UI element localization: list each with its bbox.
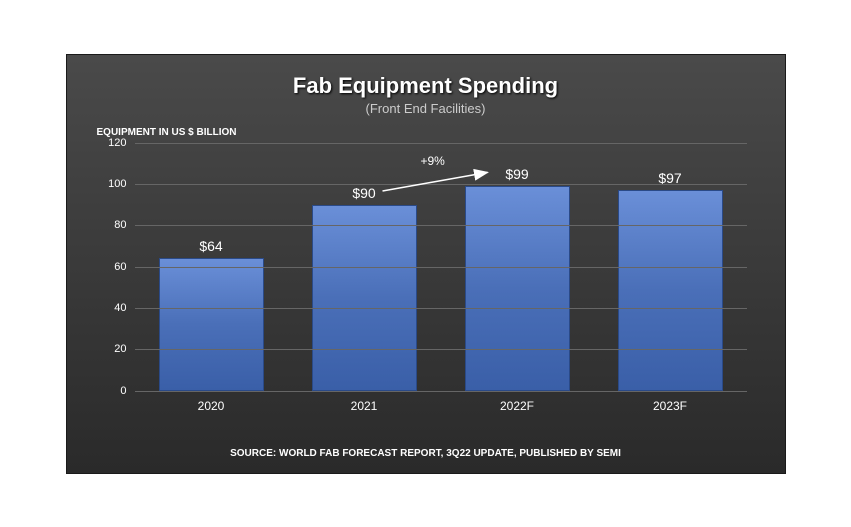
y-tick-label: 120 xyxy=(108,137,126,149)
gridline xyxy=(135,267,747,268)
bar-group: $97 xyxy=(603,170,738,390)
y-tick-label: 80 xyxy=(114,219,126,231)
bar-value-label: $90 xyxy=(352,185,375,201)
bar xyxy=(312,205,417,391)
bar-group: $99 xyxy=(450,166,585,391)
y-tick-label: 60 xyxy=(114,261,126,273)
gridline xyxy=(135,308,747,309)
gridline xyxy=(135,349,747,350)
y-tick-label: 100 xyxy=(108,178,126,190)
y-tick-label: 0 xyxy=(120,385,126,397)
x-labels: 2020 2021 2022F 2023F xyxy=(135,399,747,413)
bar-group: $64 xyxy=(144,238,279,390)
x-tick-label: 2023F xyxy=(603,399,738,413)
bar xyxy=(618,190,723,390)
x-tick-label: 2021 xyxy=(297,399,432,413)
gridline xyxy=(135,391,747,392)
x-tick-label: 2022F xyxy=(450,399,585,413)
gridline xyxy=(135,184,747,185)
growth-arrow-label: +9% xyxy=(421,154,445,168)
source-text: SOURCE: WORLD FAB FORECAST REPORT, 3Q22 … xyxy=(67,448,785,459)
gridline xyxy=(135,225,747,226)
y-tick-label: 40 xyxy=(114,302,126,314)
bar-group: $90 xyxy=(297,185,432,391)
chart-container: Fab Equipment Spending (Front End Facili… xyxy=(66,54,786,474)
chart-title: Fab Equipment Spending xyxy=(97,73,755,99)
plot-area: $64$90$99$97 202020212022F2023F 02040608… xyxy=(135,143,747,391)
bar xyxy=(159,258,264,390)
gridline xyxy=(135,143,747,144)
chart-subtitle: (Front End Facilities) xyxy=(97,101,755,116)
y-tick-label: 20 xyxy=(114,343,126,355)
bar-value-label: $64 xyxy=(199,238,222,254)
bar-value-label: $99 xyxy=(505,166,528,182)
bar xyxy=(465,186,570,391)
x-tick-label: 2020 xyxy=(144,399,279,413)
